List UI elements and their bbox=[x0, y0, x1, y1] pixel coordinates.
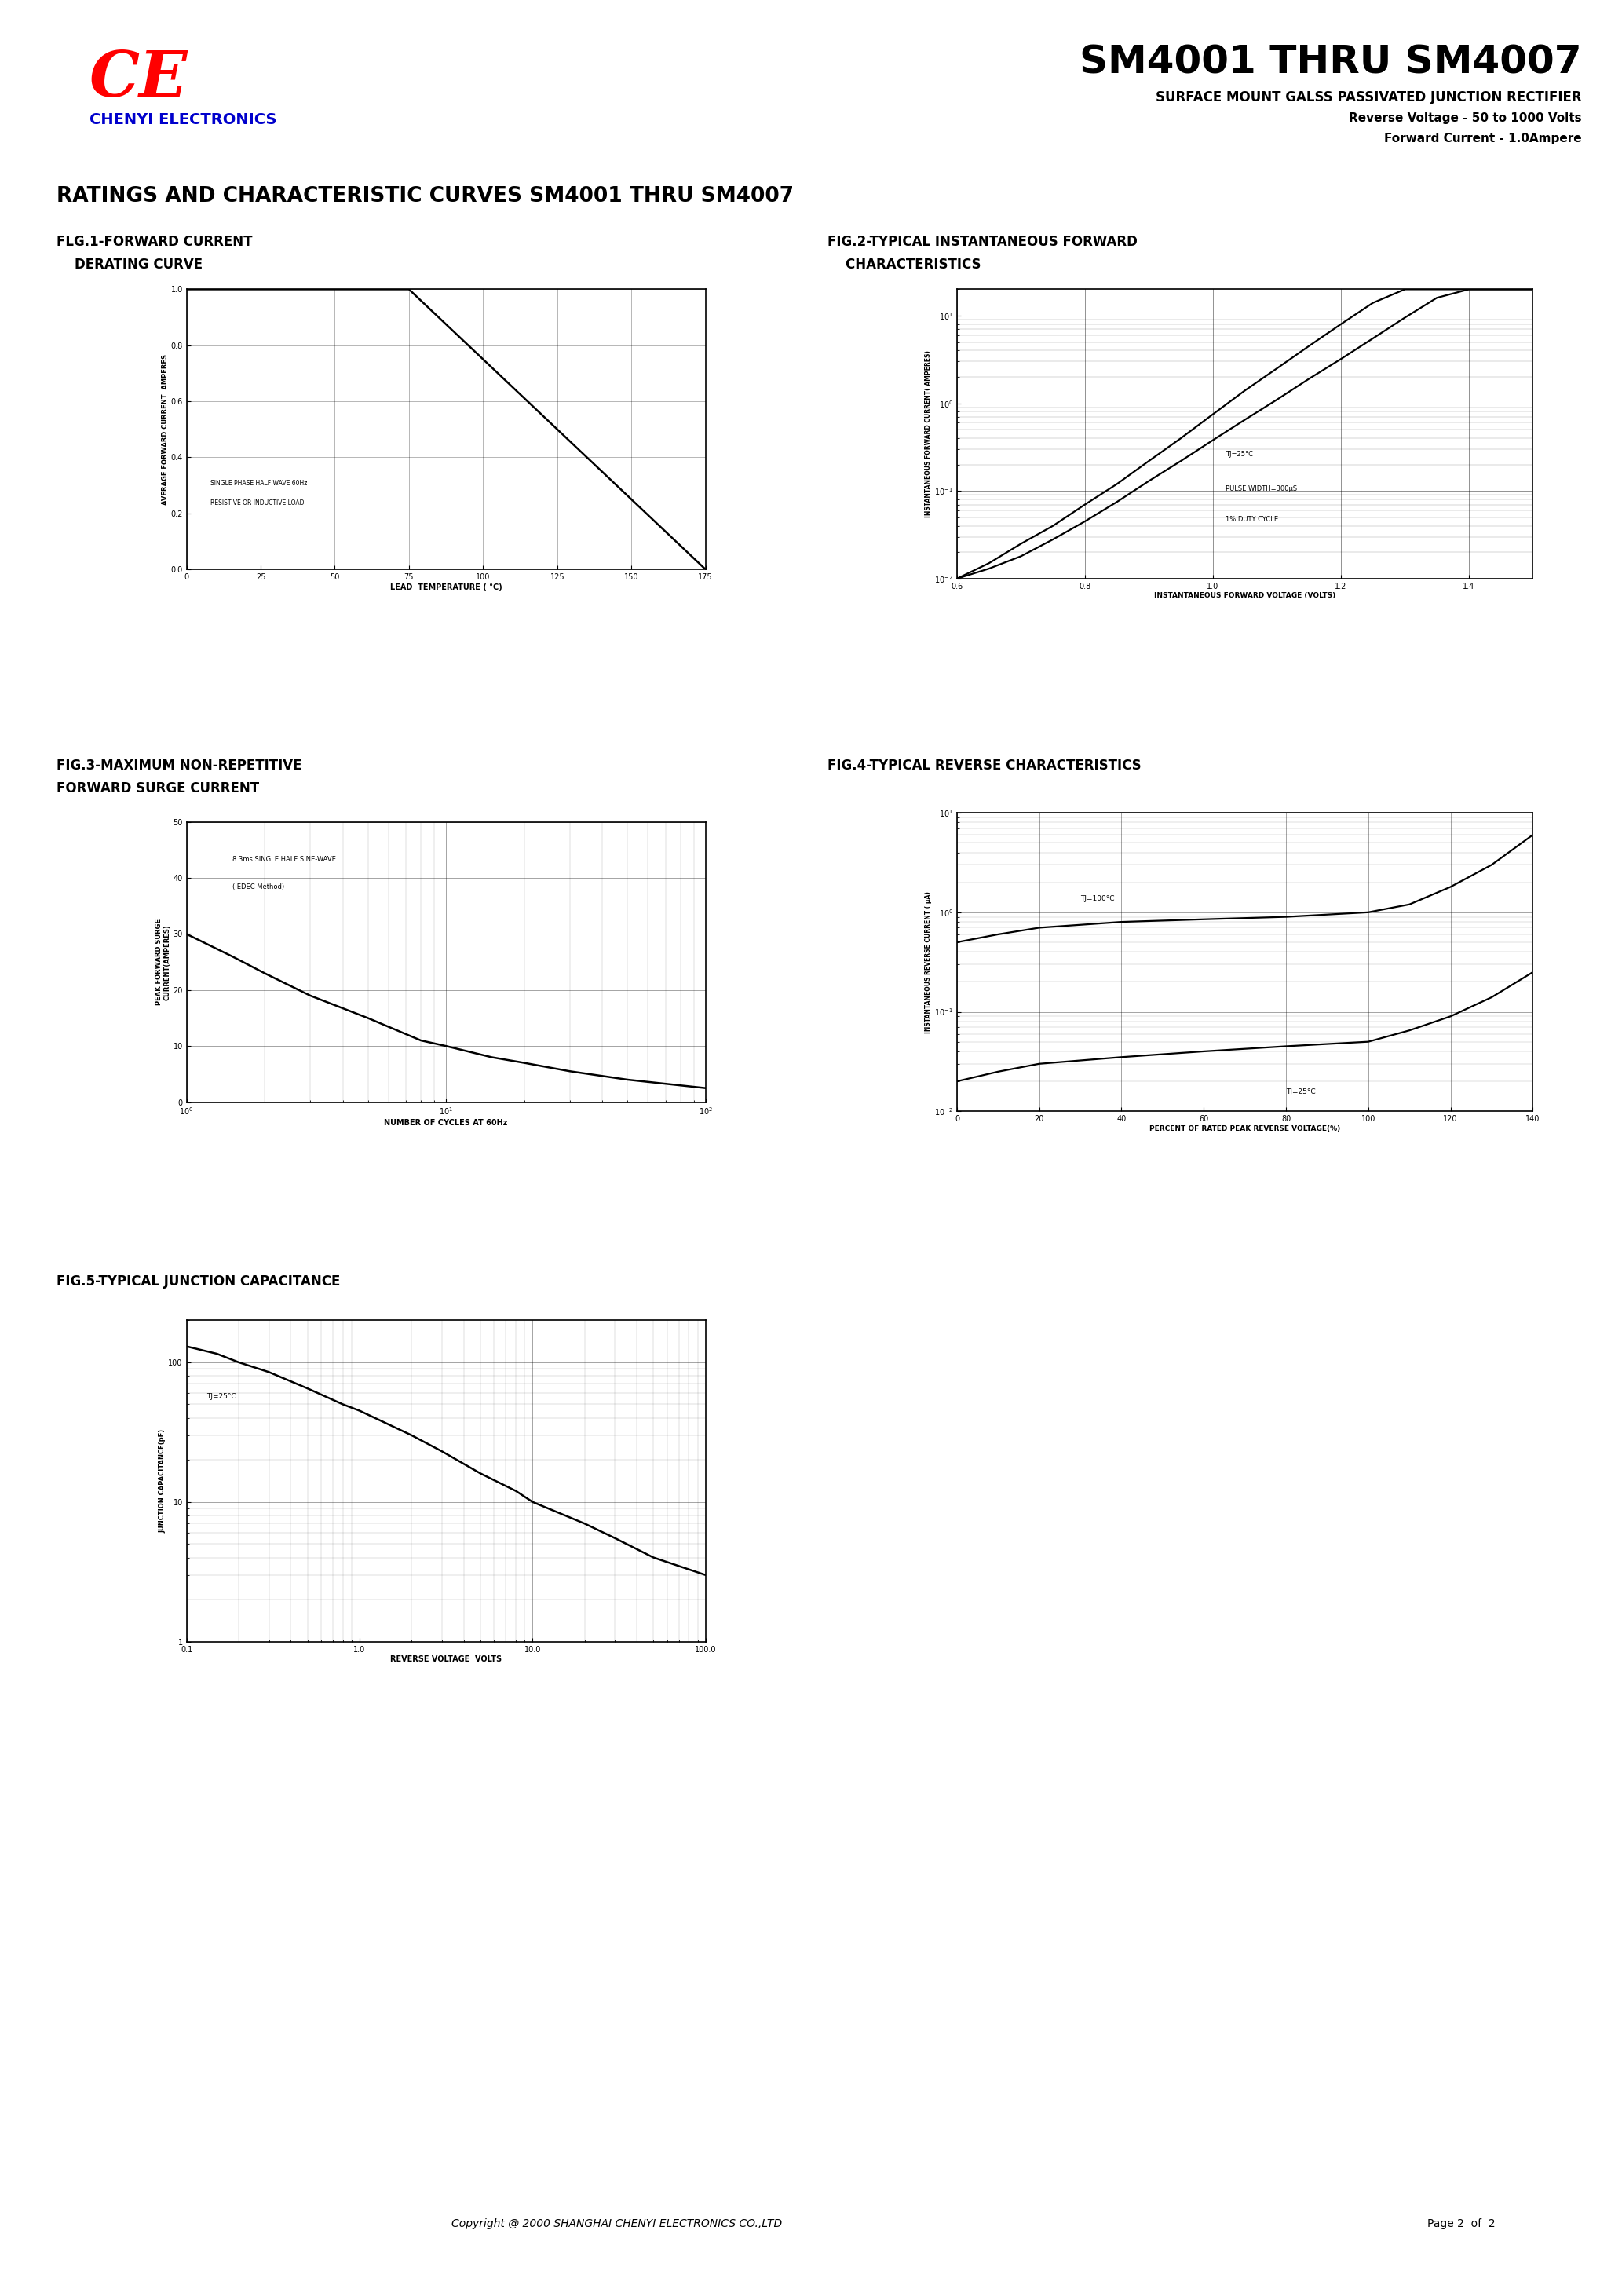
X-axis label: INSTANTANEOUS FORWARD VOLTAGE (VOLTS): INSTANTANEOUS FORWARD VOLTAGE (VOLTS) bbox=[1155, 592, 1335, 599]
Text: TJ=25°C: TJ=25°C bbox=[1226, 450, 1254, 457]
Text: CHARACTERISTICS: CHARACTERISTICS bbox=[827, 257, 981, 271]
X-axis label: REVERSE VOLTAGE  VOLTS: REVERSE VOLTAGE VOLTS bbox=[391, 1655, 501, 1662]
Text: Forward Current - 1.0Ampere: Forward Current - 1.0Ampere bbox=[1384, 133, 1581, 145]
Y-axis label: AVERAGE FORWARD CURRENT  AMPERES: AVERAGE FORWARD CURRENT AMPERES bbox=[162, 354, 169, 505]
Text: CE: CE bbox=[89, 48, 188, 110]
Y-axis label: PEAK FORWARD SURGE
CURRENT(AMPERES): PEAK FORWARD SURGE CURRENT(AMPERES) bbox=[156, 918, 170, 1006]
Text: CHENYI ELECTRONICS: CHENYI ELECTRONICS bbox=[89, 113, 276, 126]
X-axis label: LEAD  TEMPERATURE ( °C): LEAD TEMPERATURE ( °C) bbox=[389, 583, 503, 590]
Y-axis label: INSTANTANEOUS REVERSE CURRENT ( μA): INSTANTANEOUS REVERSE CURRENT ( μA) bbox=[925, 891, 933, 1033]
X-axis label: PERCENT OF RATED PEAK REVERSE VOLTAGE(%): PERCENT OF RATED PEAK REVERSE VOLTAGE(%) bbox=[1150, 1125, 1340, 1132]
Text: RATINGS AND CHARACTERISTIC CURVES SM4001 THRU SM4007: RATINGS AND CHARACTERISTIC CURVES SM4001… bbox=[57, 186, 795, 207]
Text: SM4001 THRU SM4007: SM4001 THRU SM4007 bbox=[1079, 44, 1581, 80]
Text: FIG.5-TYPICAL JUNCTION CAPACITANCE: FIG.5-TYPICAL JUNCTION CAPACITANCE bbox=[57, 1274, 341, 1288]
Text: FLG.1-FORWARD CURRENT: FLG.1-FORWARD CURRENT bbox=[57, 234, 253, 248]
Text: FIG.3-MAXIMUM NON-REPETITIVE: FIG.3-MAXIMUM NON-REPETITIVE bbox=[57, 758, 302, 771]
Text: TJ=25°C: TJ=25°C bbox=[1286, 1088, 1315, 1095]
Text: SINGLE PHASE HALF WAVE 60Hz: SINGLE PHASE HALF WAVE 60Hz bbox=[211, 480, 307, 487]
Text: SURFACE MOUNT GALSS PASSIVATED JUNCTION RECTIFIER: SURFACE MOUNT GALSS PASSIVATED JUNCTION … bbox=[1155, 90, 1581, 103]
Text: FORWARD SURGE CURRENT: FORWARD SURGE CURRENT bbox=[57, 781, 260, 794]
Text: TJ=100°C: TJ=100°C bbox=[1080, 895, 1114, 902]
Text: FIG.4-TYPICAL REVERSE CHARACTERISTICS: FIG.4-TYPICAL REVERSE CHARACTERISTICS bbox=[827, 758, 1140, 771]
Text: Page 2  of  2: Page 2 of 2 bbox=[1427, 2218, 1495, 2229]
Text: Reverse Voltage - 50 to 1000 Volts: Reverse Voltage - 50 to 1000 Volts bbox=[1348, 113, 1581, 124]
X-axis label: NUMBER OF CYCLES AT 60Hz: NUMBER OF CYCLES AT 60Hz bbox=[384, 1118, 508, 1127]
Text: 8.3ms SINGLE HALF SINE-WAVE: 8.3ms SINGLE HALF SINE-WAVE bbox=[232, 856, 336, 863]
Text: PULSE WIDTH=300μS: PULSE WIDTH=300μS bbox=[1226, 484, 1298, 494]
Text: TJ=25°C: TJ=25°C bbox=[206, 1394, 235, 1401]
Y-axis label: INSTANTANEOUS FORWARD CURRENT( AMPERES): INSTANTANEOUS FORWARD CURRENT( AMPERES) bbox=[925, 351, 933, 517]
Text: (JEDEC Method): (JEDEC Method) bbox=[232, 884, 284, 891]
Text: RESISTIVE OR INDUCTIVE LOAD: RESISTIVE OR INDUCTIVE LOAD bbox=[211, 501, 303, 507]
Text: Copyright @ 2000 SHANGHAI CHENYI ELECTRONICS CO.,LTD: Copyright @ 2000 SHANGHAI CHENYI ELECTRO… bbox=[451, 2218, 782, 2229]
Text: DERATING CURVE: DERATING CURVE bbox=[57, 257, 203, 271]
Text: 1% DUTY CYCLE: 1% DUTY CYCLE bbox=[1226, 517, 1278, 523]
Text: FIG.2-TYPICAL INSTANTANEOUS FORWARD: FIG.2-TYPICAL INSTANTANEOUS FORWARD bbox=[827, 234, 1137, 248]
Y-axis label: JUNCTION CAPACITANCE(pF): JUNCTION CAPACITANCE(pF) bbox=[159, 1428, 165, 1534]
